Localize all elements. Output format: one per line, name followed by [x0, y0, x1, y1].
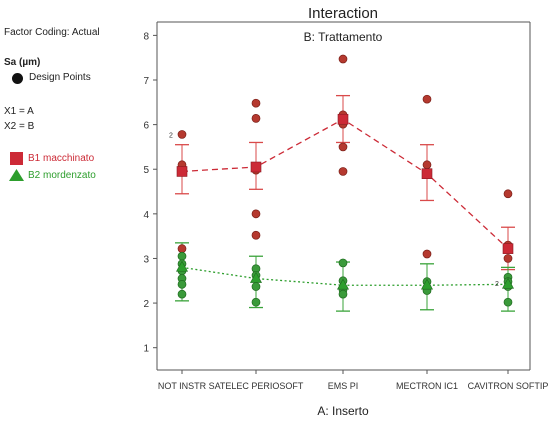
b2-mean-marker [336, 278, 350, 290]
x-tick-label: CAVITRON SOFTIP [468, 381, 549, 391]
design-point-b2 [338, 289, 348, 299]
design-points-label: Design Points [29, 72, 91, 83]
mean-markers [175, 113, 515, 290]
design-point-b1 [177, 130, 187, 139]
design-point-b1 [503, 189, 513, 199]
b1-mean-marker [176, 166, 188, 177]
x-tick-label: MECTRON IC1 [396, 381, 458, 391]
design-point-b2 [251, 282, 261, 291]
b2-legend-label: B2 mordenzato [28, 170, 96, 181]
y-axis-ticks: 1 2 3 4 5 6 7 8 [143, 31, 157, 355]
b1-mean-marker [337, 113, 349, 125]
y-tick-label: 8 [143, 31, 149, 42]
x2-label: X2 = B [4, 121, 35, 132]
legend-panel: Factor Coding: Actual Sa (µm) Design Poi… [0, 0, 150, 423]
chart-title: Interaction [308, 5, 378, 22]
design-point-b2 [177, 279, 187, 289]
x-tick-label: EMS PI [328, 381, 359, 391]
design-point-b1 [251, 209, 261, 219]
x-tick-label: NOT INSTR [158, 381, 207, 391]
y-tick-label: 2 [143, 299, 149, 310]
design-point-b1 [251, 98, 261, 108]
b2-mean-marker [249, 271, 263, 283]
design-point-b1 [177, 244, 187, 253]
x-axis-label: A: Inserto [317, 404, 369, 418]
b1-mean-marker [250, 161, 262, 173]
y-tick-label: 6 [143, 121, 149, 132]
factor-coding-label: Factor Coding: Actual [4, 27, 100, 38]
b2-mean-marker [175, 260, 189, 272]
design-point-b1 [422, 249, 432, 259]
b1-mean-marker [421, 168, 433, 179]
response-label: Sa (µm) [4, 57, 41, 68]
design-point-b2 [177, 289, 187, 299]
point-count-label: 2 [495, 281, 499, 288]
b1-legend-label: B1 macchinato [28, 153, 95, 164]
x-axis-ticks: NOT INSTR SATELEC PERIOSOFT EMS PI MECTRON … [158, 370, 549, 391]
design-point-b1 [251, 114, 261, 123]
y-tick-label: 3 [143, 254, 149, 265]
x-tick-label: SATELEC PERIOSOFT [209, 381, 304, 391]
b1-series-line [181, 118, 509, 250]
design-point-b1 [251, 230, 261, 240]
b1-mean-marker [502, 243, 514, 254]
design-point-marker-icon [12, 73, 23, 84]
y-tick-label: 7 [143, 76, 149, 87]
design-point-b1 [422, 94, 432, 104]
design-point-b1 [338, 54, 348, 64]
y-tick-label: 4 [143, 210, 149, 221]
design-point-b1 [422, 160, 432, 170]
design-point-b2 [503, 297, 513, 307]
design-point-b2 [338, 258, 348, 268]
x1-label: X1 = A [4, 106, 34, 117]
design-point-b1 [503, 254, 513, 263]
b2-triangle-icon [9, 169, 24, 181]
b2-mean-marker [420, 278, 434, 290]
design-points: 22 [169, 54, 513, 307]
b1-square-icon [10, 152, 23, 165]
point-count-label: 2 [169, 132, 173, 139]
design-point-b2 [251, 297, 261, 307]
y-tick-label: 5 [143, 165, 149, 176]
design-point-b1 [338, 142, 348, 152]
y-tick-label: 1 [143, 344, 149, 355]
design-point-b2 [177, 251, 187, 261]
b2-mean-marker [501, 277, 515, 289]
design-point-b1 [338, 167, 348, 176]
chart-subtitle: B: Trattamento [304, 30, 383, 44]
